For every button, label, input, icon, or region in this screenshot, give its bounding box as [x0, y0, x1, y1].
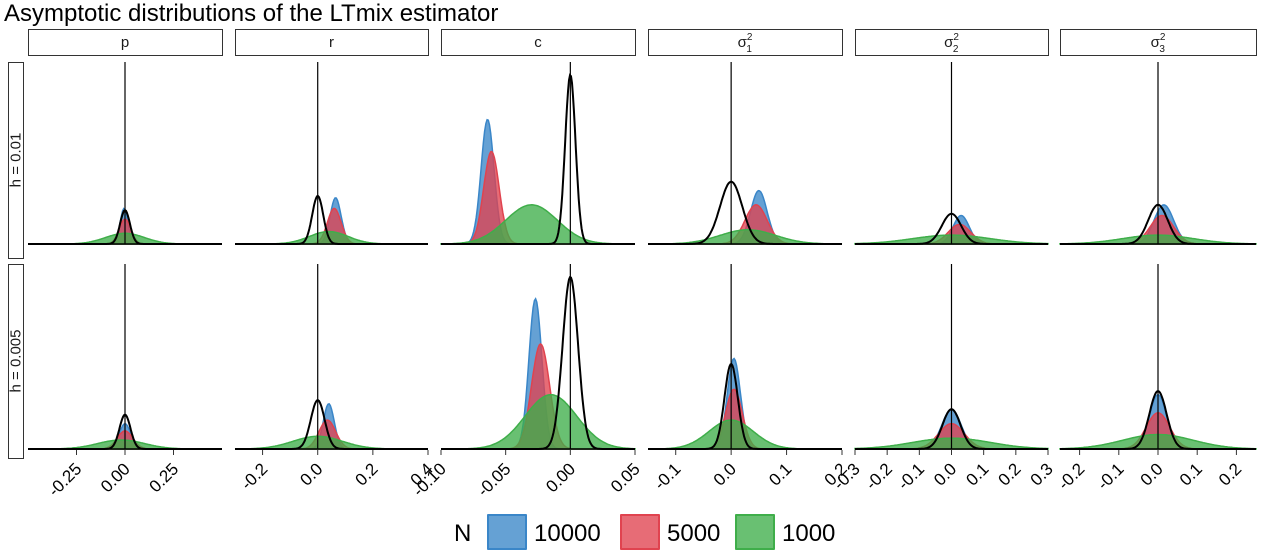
panel-1-4 — [854, 264, 1049, 450]
xtick-label-2-2: 0.00 — [542, 459, 579, 496]
row-strip-0 — [8, 62, 24, 259]
xtick-label-0-2: 0.25 — [145, 459, 182, 496]
panel-0-3 — [648, 62, 843, 245]
facet-label-5: σ2 3 — [1151, 32, 1166, 55]
density-1000-0-2 — [440, 204, 635, 245]
facet-label-2: c — [534, 34, 542, 51]
facet-strip-0 — [28, 29, 223, 56]
row-label-0: h = 0.01 — [8, 133, 25, 188]
xtick-label-3-1: 0.0 — [710, 459, 740, 489]
facet-strip-3 — [648, 29, 843, 56]
xtick-label-4-2: -0.1 — [894, 459, 928, 493]
panel-1-3 — [648, 264, 842, 450]
panel-1-1 — [234, 264, 428, 450]
legend-key-10000 — [487, 514, 527, 550]
faceted-density-plot: p r c σ2 1 σ2 2 σ2 3 h = 0.01 h = 0.005 -0.25 0.00 0.… — [8, 29, 1257, 500]
figure-title: Asymptotic distributions of the LTmix es… — [4, 0, 499, 27]
legend-title: N — [454, 520, 472, 547]
panel-0-0 — [28, 62, 222, 245]
xtick-label-4-5: 0.2 — [995, 459, 1025, 489]
xtick-label-4-6: 0.3 — [1027, 459, 1057, 489]
facet-label-sub-3: 1 — [746, 44, 752, 55]
xtick-label-0-0: -0.25 — [44, 459, 85, 500]
row-label-1: h = 0.005 — [8, 330, 25, 393]
facet-label-1: r — [329, 34, 334, 51]
facet-label-sub-5: 3 — [1159, 44, 1165, 55]
facet-strip-5 — [1060, 29, 1257, 56]
facet-strip-2 — [441, 29, 636, 56]
panel-0-5 — [1059, 62, 1257, 245]
density-1000-0-3 — [648, 229, 843, 245]
xtick-label-4-3: 0.0 — [930, 459, 960, 489]
xtick-label-4-1: -0.2 — [862, 459, 896, 493]
row-strip-1 — [8, 264, 24, 459]
xtick-label-5-4: 0.2 — [1215, 459, 1245, 489]
facet-label-sub-4: 2 — [953, 44, 959, 55]
panel-0-1 — [235, 62, 428, 245]
xtick-label-2-3: 0.05 — [607, 459, 644, 496]
facet-strip-4 — [855, 29, 1049, 56]
facet-label-4: σ2 2 — [944, 32, 959, 55]
panel-1-0 — [28, 264, 222, 450]
xtick-label-1-2: 0.2 — [352, 459, 382, 489]
density-1000-1-2 — [441, 393, 636, 450]
legend-label-1000: 1000 — [782, 520, 836, 547]
panel-0-2 — [440, 62, 635, 245]
xtick-label-1-0: -0.2 — [237, 459, 271, 493]
xtick-label-4-4: 0.1 — [962, 459, 992, 489]
xtick-label-5-0: -0.2 — [1054, 459, 1088, 493]
facet-label-0: p — [121, 34, 129, 51]
legend: N 10000 5000 1000 — [0, 512, 1265, 552]
facet-label-sup-4: 2 — [953, 32, 959, 43]
xtick-label-1-1: 0.0 — [296, 459, 326, 489]
legend-key-5000 — [620, 514, 660, 550]
facet-label-3: σ2 1 — [738, 32, 753, 55]
reference-curve-1-3 — [648, 362, 842, 450]
panel-0-4 — [854, 62, 1049, 245]
legend-label-5000: 5000 — [667, 520, 721, 547]
legend-label-10000: 10000 — [534, 520, 601, 547]
facet-label-sup-3: 2 — [747, 32, 753, 43]
density-1000-1-3 — [648, 419, 842, 450]
facet-label-sup-5: 2 — [1160, 32, 1166, 43]
legend-key-1000 — [735, 514, 775, 550]
facet-strip-1 — [235, 29, 429, 56]
xtick-label-3-0: -0.1 — [650, 459, 684, 493]
xtick-label-0-1: 0.00 — [97, 459, 134, 496]
xtick-label-2-1: -0.05 — [474, 459, 515, 500]
xtick-label-5-1: -0.1 — [1093, 459, 1127, 493]
panel-1-2 — [441, 264, 636, 450]
xtick-label-5-2: 0.0 — [1137, 459, 1167, 489]
xtick-label-3-2: 0.1 — [765, 459, 795, 489]
panel-1-5 — [1059, 264, 1257, 450]
xtick-label-2-0: -0.10 — [409, 459, 450, 500]
xtick-label-5-3: 0.1 — [1176, 459, 1206, 489]
